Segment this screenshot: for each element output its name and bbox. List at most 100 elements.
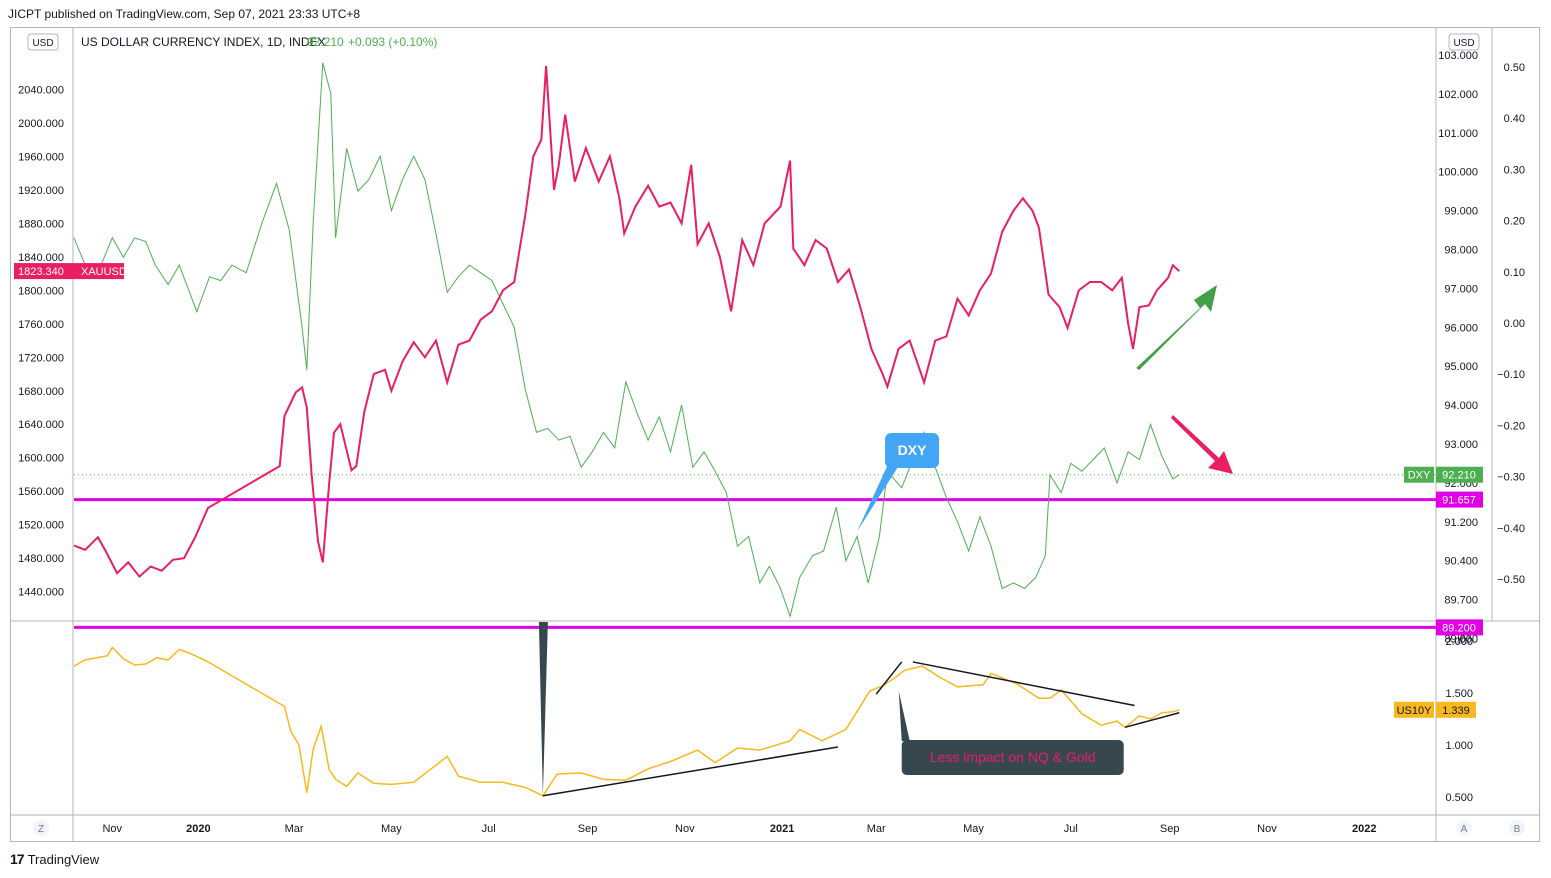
tradingview-logo-icon: 17 bbox=[10, 851, 25, 867]
left-axis-tick: 2040.000 bbox=[18, 84, 64, 96]
dxy-axis-tick: 91.200 bbox=[1444, 517, 1478, 529]
right-axis-tick: −0.20 bbox=[1497, 420, 1525, 432]
xauusd-price-badge bbox=[14, 263, 124, 280]
dxy-axis-tick: 93.000 bbox=[1444, 439, 1478, 451]
legend-change: +0.093 (+0.10%) bbox=[348, 35, 437, 49]
currency-badge-right-text: USD bbox=[1453, 38, 1474, 49]
xauusd-series-line[interactable] bbox=[73, 65, 1180, 579]
zoom-button[interactable] bbox=[33, 820, 49, 836]
chart-frame bbox=[10, 27, 1540, 842]
left-axis-tick: 1640.000 bbox=[18, 419, 64, 431]
us10y-axis-tick: 0.500 bbox=[1445, 792, 1473, 804]
right-axis-tick: −0.10 bbox=[1497, 369, 1525, 381]
footer: 17 TradingView bbox=[10, 851, 99, 867]
time-axis-tick: Nov bbox=[102, 823, 122, 835]
time-axis-tick: Nov bbox=[1257, 823, 1277, 835]
left-axis-tick: 1520.000 bbox=[18, 520, 64, 532]
left-axis-tick: 1720.000 bbox=[18, 352, 64, 364]
trend-line[interactable] bbox=[1124, 712, 1180, 729]
auto-scale-button-label: A bbox=[1461, 824, 1468, 835]
time-axis-tick: Jul bbox=[1064, 823, 1078, 835]
right-axis-tick: 0.00 bbox=[1504, 318, 1525, 330]
red-down-arrow-icon bbox=[1171, 415, 1233, 474]
dxy-axis-tick: 90.400 bbox=[1444, 556, 1478, 568]
left-axis-tick: 1880.000 bbox=[18, 218, 64, 230]
left-axis-tick: 1480.000 bbox=[18, 553, 64, 565]
right-axis-tick: 0.30 bbox=[1504, 164, 1525, 176]
trend-line[interactable] bbox=[542, 746, 839, 797]
dxy-callout-text: DXY bbox=[898, 442, 927, 458]
trend-line[interactable] bbox=[875, 661, 903, 695]
us10y-symbol-badge bbox=[1394, 701, 1434, 718]
left-axis-tick: 1800.000 bbox=[18, 285, 64, 297]
dxy-axis-tick: 95.000 bbox=[1444, 361, 1478, 373]
auto-scale-button[interactable] bbox=[1456, 820, 1472, 836]
dxy-callout-pointer bbox=[857, 462, 902, 532]
left-axis-tick: 1760.000 bbox=[18, 319, 64, 331]
dxy-axis-tick: 102.000 bbox=[1438, 89, 1478, 101]
b-button-label: B bbox=[1514, 824, 1521, 835]
time-axis-tick: Sep bbox=[578, 823, 598, 835]
left-axis-tick: 1600.000 bbox=[18, 453, 64, 465]
level-price-label: 89.200 bbox=[1442, 622, 1476, 634]
time-axis-tick: May bbox=[381, 823, 402, 835]
callout-pointer bbox=[538, 622, 548, 796]
us10y-price-badge bbox=[1436, 701, 1476, 718]
us10y-price-label: 1.339 bbox=[1442, 705, 1470, 717]
us10y-axis-tick: 2.000 bbox=[1445, 636, 1473, 648]
legend-value: 92.210 bbox=[307, 35, 344, 49]
left-axis-tick: 2000.000 bbox=[18, 118, 64, 130]
dxy-symbol-label: DXY bbox=[1408, 470, 1431, 482]
right-axis-tick: 0.10 bbox=[1504, 267, 1525, 279]
us10y-axis-tick: 1.000 bbox=[1445, 740, 1473, 752]
less-impact-callout[interactable] bbox=[901, 740, 1124, 775]
xauusd-symbol-label: XAUUSD bbox=[81, 266, 127, 278]
currency-badge-left-text: USD bbox=[32, 38, 53, 49]
time-axis-tick: 2022 bbox=[1352, 823, 1376, 835]
trend-line[interactable] bbox=[912, 661, 1135, 707]
time-axis-tick: 2020 bbox=[186, 823, 210, 835]
left-axis-tick: 1920.000 bbox=[18, 185, 64, 197]
currency-badge-left[interactable] bbox=[27, 33, 59, 51]
publish-info: JICPT published on TradingView.com, Sep … bbox=[8, 7, 361, 21]
green-up-arrow-icon bbox=[1136, 285, 1217, 370]
level-price-badge bbox=[1436, 619, 1483, 636]
time-axis-tick: Mar bbox=[867, 823, 886, 835]
dxy-axis-tick: 99.000 bbox=[1444, 206, 1478, 218]
dxy-axis-tick: 103.000 bbox=[1438, 50, 1478, 62]
xauusd-price-label: 1823.340 bbox=[18, 266, 64, 278]
zoom-button-label: Z bbox=[38, 824, 44, 835]
dxy-callout[interactable] bbox=[885, 433, 940, 468]
currency-badge-right[interactable] bbox=[1448, 33, 1480, 51]
time-axis-tick: May bbox=[963, 823, 984, 835]
left-axis-tick: 1960.000 bbox=[18, 151, 64, 163]
pct-badge-text: pct bbox=[1457, 631, 1471, 642]
right-axis-tick: 0.20 bbox=[1504, 216, 1525, 228]
right-axis-tick: −0.50 bbox=[1497, 574, 1525, 586]
level-price-label: 91.657 bbox=[1442, 495, 1476, 507]
dxy-axis-tick: 100.000 bbox=[1438, 167, 1478, 179]
dxy-series-line[interactable] bbox=[73, 62, 1180, 619]
dxy-axis-tick: 89.000 bbox=[1444, 634, 1478, 646]
dxy-price-badge bbox=[1436, 466, 1483, 483]
less-impact-callout-text: Less impact on NQ & Gold bbox=[930, 749, 1096, 765]
dxy-axis-tick: 98.000 bbox=[1444, 245, 1478, 257]
time-axis-tick: Nov bbox=[675, 823, 695, 835]
b-button[interactable] bbox=[1509, 820, 1525, 836]
dxy-axis-tick: 94.000 bbox=[1444, 400, 1478, 412]
time-axis-tick: Sep bbox=[1160, 823, 1180, 835]
dxy-axis-tick: 101.000 bbox=[1438, 128, 1478, 140]
right-axis-tick: 0.40 bbox=[1504, 113, 1525, 125]
us10y-axis-tick: 1.500 bbox=[1445, 688, 1473, 700]
dxy-axis-tick: 89.700 bbox=[1444, 595, 1478, 607]
right-axis-tick: −0.30 bbox=[1497, 472, 1525, 484]
left-axis-tick: 1440.000 bbox=[18, 587, 64, 599]
us10y-series-line[interactable] bbox=[73, 646, 1180, 797]
left-axis-tick: 1840.000 bbox=[18, 252, 64, 264]
footer-brand: TradingView bbox=[27, 851, 100, 867]
level-price-badge bbox=[1436, 491, 1483, 508]
left-axis-tick: 1560.000 bbox=[18, 486, 64, 498]
time-axis-tick: Mar bbox=[285, 823, 304, 835]
left-axis-tick: 1680.000 bbox=[18, 386, 64, 398]
